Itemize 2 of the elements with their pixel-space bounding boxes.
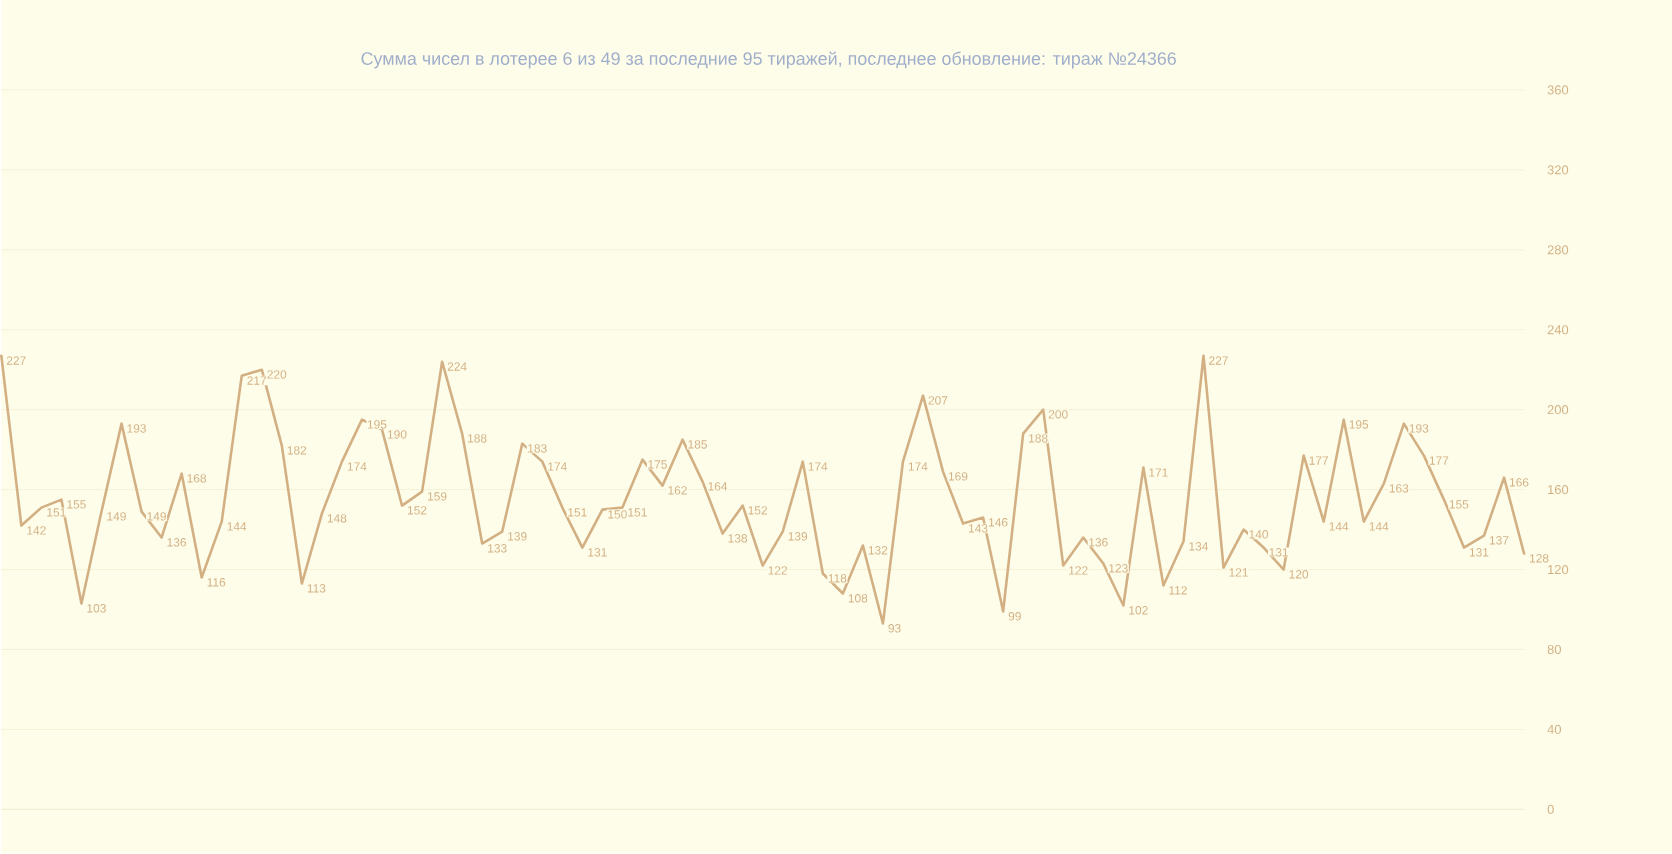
line-series bbox=[0, 354, 1526, 626]
chart-title: Сумма чисел в лотерее 6 из 49 за последние 95 тиражей, последнее обновление: тираж №24366 bbox=[361, 51, 1176, 69]
